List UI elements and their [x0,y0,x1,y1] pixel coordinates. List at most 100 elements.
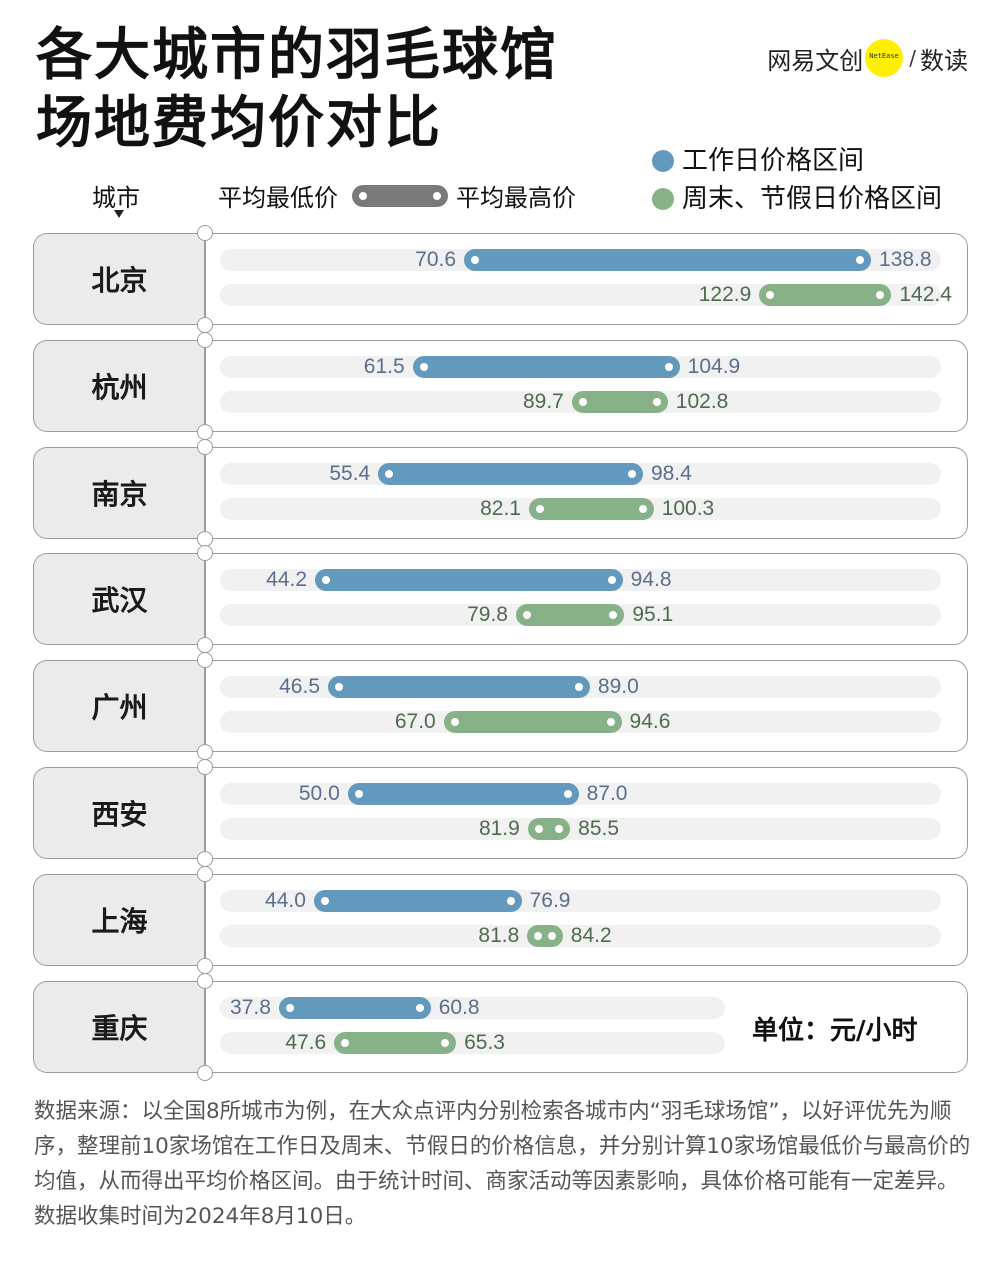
city-row: 南京 55.4 98.4 82.1 100.3 [33,438,968,547]
ticket-notch [197,331,213,348]
ticket-notch [197,865,213,882]
weekend-track [220,924,941,947]
high-point-icon [574,683,583,692]
weekday-range-bar [378,462,643,485]
weekday-low-value: 37.8 [230,995,271,1019]
page-title: 各大城市的羽毛球馆 场地费均价对比 [36,22,558,158]
brand-column: 数读 [920,46,968,75]
range-panel [205,873,968,966]
low-point-icon [534,825,543,833]
high-point-icon [664,362,673,371]
city-label: 重庆 [33,980,205,1073]
low-point-icon [450,718,459,727]
high-point-icon [609,611,618,620]
weekday-range-bar [313,889,522,912]
weekend-high-value: 102.8 [675,389,729,413]
ticket-notch [197,972,213,989]
low-point-icon [522,611,531,620]
ticket-notch [197,1064,213,1081]
ticket-divider [204,666,206,747]
weekday-high-value: 87.0 [586,782,628,805]
weekday-range-bar [327,676,590,699]
weekend-high-value: 65.3 [464,1030,505,1054]
ticket-divider [204,879,206,960]
weekend-high-value: 142.4 [899,283,952,306]
weekend-range-bar [571,390,668,413]
weekday-low-value: 70.6 [415,248,457,271]
weekend-range-bar [334,1031,457,1054]
high-point-icon [441,1038,450,1047]
brand-separator: / [909,46,916,70]
weekday-high-value: 94.8 [630,568,672,592]
weekday-high-value: 89.0 [597,675,639,699]
weekday-range-bar [347,783,579,805]
city-column-header: 城市 [92,184,140,212]
ticket-notch [197,438,213,455]
range-pill-icon [352,184,448,207]
ticket-notch [197,652,213,669]
high-point-icon [652,397,661,406]
high-point-icon [563,790,572,798]
low-point-icon [578,397,587,406]
city-row: 杭州 61.5 104.9 89.7 102.8 [33,331,968,440]
city-row: 西安 50.0 87.0 81.9 85.5 [33,759,968,867]
low-point-icon [285,1003,294,1012]
low-point-icon [535,504,544,513]
weekday-high-value: 104.9 [687,354,741,378]
high-point-icon [606,718,615,727]
range-panel [205,233,968,325]
weekend-low-value: 82.1 [480,496,521,520]
brand-name: 网易文创 [767,46,864,75]
weekend-range-bar [759,284,892,306]
ticket-notch [197,423,213,440]
city-label: 广州 [33,660,205,753]
high-point-icon [506,896,515,905]
weekend-high-value: 84.2 [570,923,612,947]
low-point-icon [419,362,428,371]
series-legend: 工作日价格区间 周末、节假日价格区间 [652,142,942,218]
high-point-icon [547,931,556,940]
weekend-range-bar [527,924,563,947]
weekend-high-value: 85.5 [578,817,620,840]
city-label: 上海 [33,873,205,966]
ticket-divider [204,559,206,640]
range-legend: 平均最低价 平均最高价 [218,178,576,213]
high-point-icon [638,504,647,513]
weekday-low-value: 46.5 [279,675,320,699]
low-point-icon [354,790,363,798]
low-point-icon [766,291,775,299]
city-row: 重庆 37.8 60.8 47.6 65.3 [33,972,968,1081]
weekday-range-bar [315,569,623,592]
sort-down-arrow-icon [114,210,124,218]
high-point-icon [876,291,885,299]
city-label: 杭州 [33,339,205,432]
weekday-range-bar [278,996,431,1019]
low-point-icon [471,256,480,264]
weekend-low-value: 89.7 [522,389,564,413]
range-panel [205,660,968,753]
low-point-icon [320,896,329,905]
city-label: 西安 [33,767,205,859]
high-point-icon [627,469,636,478]
range-high-label: 平均最高价 [456,184,576,212]
weekday-low-value: 61.5 [363,354,405,378]
range-panel [205,767,968,859]
weekday-high-value: 98.4 [650,461,692,485]
city-label: 南京 [33,446,205,539]
legend-item-weekday: 工作日价格区间 [652,142,942,180]
ticket-divider [204,773,206,853]
ticket-divider [204,239,206,319]
weekend-range-bar [515,604,625,627]
weekday-low-value: 44.0 [265,888,306,912]
weekend-range-bar [528,497,654,520]
legend-label-weekend: 周末、节假日价格区间 [682,184,943,214]
weekday-high-value: 76.9 [529,888,571,912]
weekday-low-value: 44.2 [266,568,308,592]
low-point-icon [341,1038,350,1047]
weekend-high-value: 95.1 [632,603,674,627]
weekday-range-bar [412,355,680,378]
weekday-low-value: 55.4 [329,461,371,485]
high-point-icon [415,1003,424,1012]
data-source-footnote: 数据来源：以全国8所城市为例，在大众点评内分别检索各城市内“羽毛球场馆”，以好评… [34,1099,971,1229]
city-label: 北京 [33,233,205,325]
